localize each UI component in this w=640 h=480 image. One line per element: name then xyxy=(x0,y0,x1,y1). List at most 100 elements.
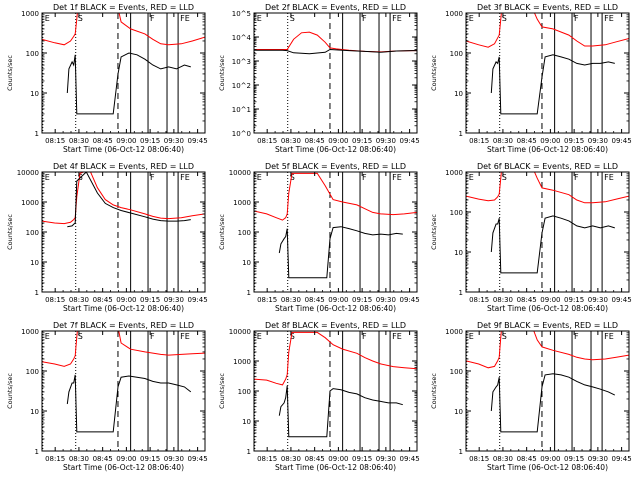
plot-frame xyxy=(253,171,418,293)
event-marker-label: S xyxy=(290,332,295,341)
panel-title: Det 1f BLACK = Events, RED = LLD xyxy=(53,3,194,12)
y-tick-label: 10000 xyxy=(17,169,39,177)
x-tick-label: 08:30 xyxy=(281,455,301,463)
x-tick-label: 08:30 xyxy=(69,137,89,145)
x-tick-label: 08:30 xyxy=(493,296,513,304)
event-marker-label: S xyxy=(502,14,507,23)
plot-frame xyxy=(253,12,418,134)
x-tick-label: 09:00 xyxy=(328,137,348,145)
panel-title: Det 9f BLACK = Events, RED = LLD xyxy=(477,321,618,330)
x-tick-label: 09:30 xyxy=(376,455,396,463)
event-marker-label: E xyxy=(469,332,474,341)
x-tick-label: 08:15 xyxy=(45,455,65,463)
lld-series-line xyxy=(42,331,205,367)
lld-series-line xyxy=(254,172,417,221)
x-tick-label: 09:00 xyxy=(540,455,560,463)
x-tick-label: 09:15 xyxy=(564,296,584,304)
x-tick-label: 09:30 xyxy=(164,137,184,145)
plot-frame xyxy=(41,171,206,293)
y-tick-label: 1 xyxy=(35,448,39,456)
plot-frame xyxy=(465,171,630,293)
y-tick-label: 1000 xyxy=(21,328,39,336)
y-tick-label: 10 xyxy=(30,408,39,416)
plot-frame xyxy=(41,12,206,134)
lld-series-line xyxy=(254,31,417,53)
x-tick-label: 08:45 xyxy=(517,455,537,463)
y-axis-label: Counts/sec xyxy=(430,373,438,409)
y-tick-label: 10 xyxy=(454,90,463,98)
x-tick-label: 09:30 xyxy=(164,296,184,304)
y-axis-label: Counts/sec xyxy=(6,55,14,91)
plot-frame xyxy=(41,330,206,452)
y-tick-label: 10^4 xyxy=(232,34,252,42)
x-tick-label: 09:15 xyxy=(564,137,584,145)
y-tick-label: 1 xyxy=(459,130,463,138)
event-marker-label: S xyxy=(290,14,295,23)
events-series-line xyxy=(490,215,615,274)
x-tick-label: 08:30 xyxy=(281,296,301,304)
event-marker-label: F xyxy=(150,173,155,182)
x-tick-label: 08:45 xyxy=(305,137,325,145)
x-tick-label: 09:00 xyxy=(116,137,136,145)
x-tick-label: 09:15 xyxy=(352,455,372,463)
x-tick-label: 09:00 xyxy=(328,296,348,304)
event-marker-label: F xyxy=(574,173,579,182)
y-tick-label: 10^1 xyxy=(232,106,251,114)
x-tick-label: 09:30 xyxy=(164,455,184,463)
y-tick-label: 1000 xyxy=(233,199,251,207)
event-marker-label: FE xyxy=(604,332,614,341)
y-tick-label: 100 xyxy=(238,229,251,237)
y-tick-label: 1 xyxy=(247,448,251,456)
x-tick-label: 09:30 xyxy=(588,137,608,145)
y-tick-label: 100 xyxy=(450,209,463,217)
x-tick-label: 09:00 xyxy=(116,296,136,304)
event-marker-label: F xyxy=(362,332,367,341)
panel-title: Det 5f BLACK = Events, RED = LLD xyxy=(265,162,406,171)
y-axis-label: Counts/sec xyxy=(430,55,438,91)
x-tick-label: 09:45 xyxy=(612,137,632,145)
event-marker-label: F xyxy=(574,14,579,23)
event-marker-label: F xyxy=(574,332,579,341)
y-tick-label: 100 xyxy=(450,368,463,376)
plot-frame xyxy=(253,330,418,452)
event-marker-label: FE xyxy=(392,14,402,23)
x-tick-label: 09:45 xyxy=(612,455,632,463)
lld-series-line xyxy=(466,172,629,204)
y-tick-label: 10^5 xyxy=(232,10,251,18)
x-tick-label: 08:45 xyxy=(517,137,537,145)
x-axis-label: Start Time (06-Oct-12 08:06:40) xyxy=(275,145,396,154)
lld-series-line xyxy=(466,331,629,369)
events-series-line xyxy=(66,374,192,433)
y-axis-label: Counts/sec xyxy=(430,214,438,250)
events-series-line xyxy=(66,52,191,115)
y-axis-label: Counts/sec xyxy=(218,55,226,91)
y-tick-label: 10 xyxy=(30,259,39,267)
y-tick-label: 1000 xyxy=(445,169,463,177)
x-axis-label: Start Time (06-Oct-12 08:06:40) xyxy=(63,145,184,154)
x-tick-label: 09:00 xyxy=(540,296,560,304)
x-axis-label: Start Time (06-Oct-12 08:06:40) xyxy=(487,463,608,472)
event-marker-label: E xyxy=(45,14,50,23)
x-axis-label: Start Time (06-Oct-12 08:06:40) xyxy=(487,145,608,154)
x-tick-label: 09:45 xyxy=(188,137,208,145)
y-tick-label: 10 xyxy=(30,90,39,98)
y-axis-label: Counts/sec xyxy=(218,373,226,409)
event-marker-label: F xyxy=(362,173,367,182)
x-tick-label: 08:15 xyxy=(469,137,489,145)
events-series-line xyxy=(254,48,417,55)
y-tick-label: 10^0 xyxy=(232,130,251,138)
panel-title: Det 4f BLACK = Events, RED = LLD xyxy=(53,162,194,171)
x-tick-label: 09:30 xyxy=(588,296,608,304)
y-axis-label: Counts/sec xyxy=(6,373,14,409)
event-marker-label: FE xyxy=(604,173,614,182)
event-marker-label: F xyxy=(150,14,155,23)
events-series-line xyxy=(278,385,403,438)
